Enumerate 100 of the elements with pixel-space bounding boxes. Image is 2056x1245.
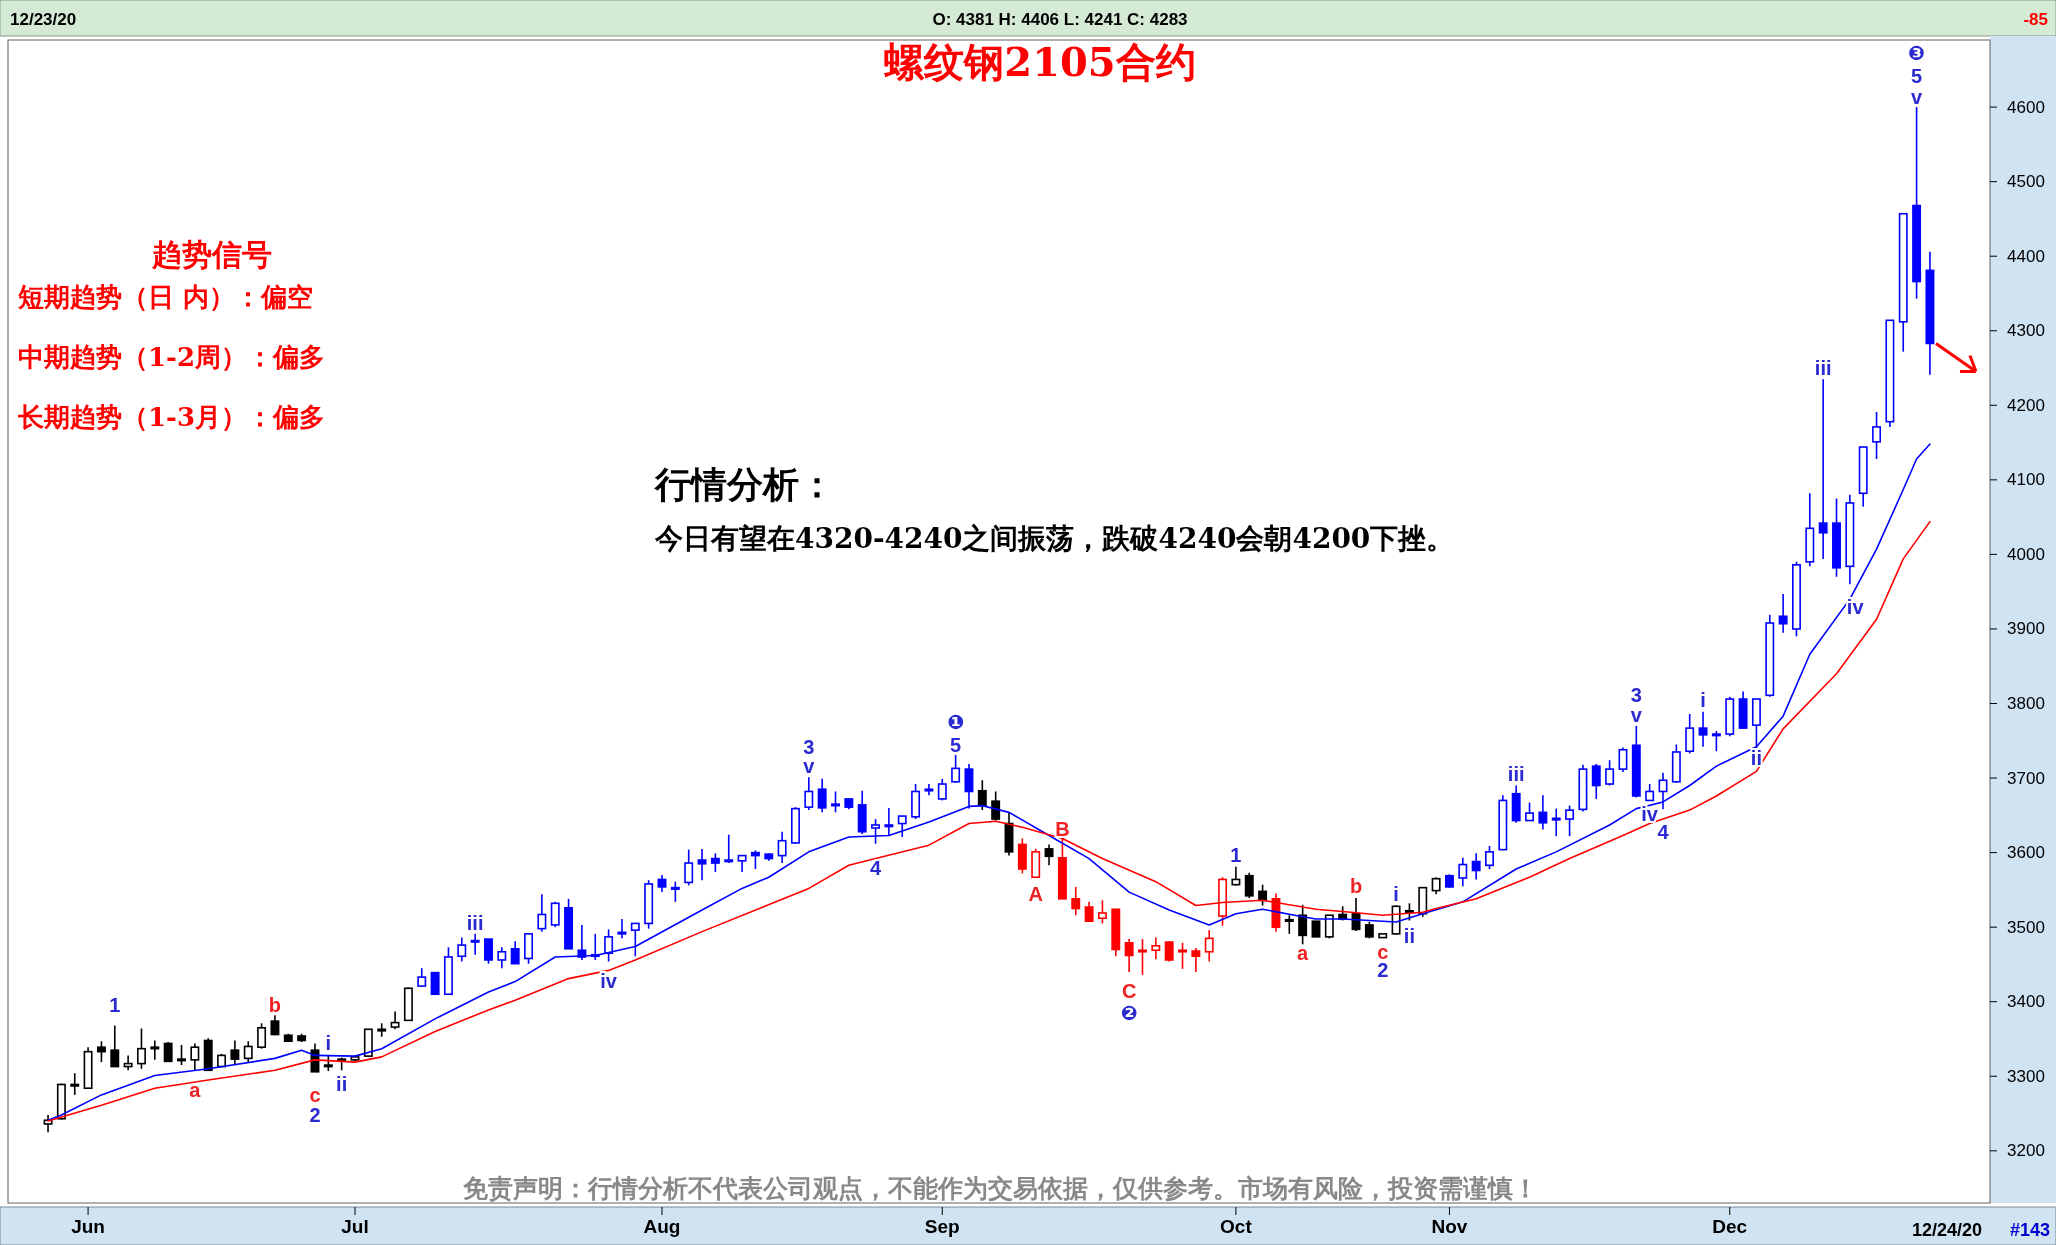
y-tick-label: 4100: [2007, 470, 2045, 490]
x-tick-label: Jun: [71, 1216, 105, 1237]
candlestick: [1204, 929, 1214, 963]
candlestick: [1538, 794, 1548, 831]
candlestick: [1658, 772, 1668, 811]
candlestick: [1151, 936, 1161, 961]
text: 12/23/20: [10, 10, 77, 29]
candlestick: [1071, 886, 1081, 917]
candlestick: [177, 1044, 186, 1066]
y-tick-label: 4400: [2007, 246, 2045, 266]
annotation: 免责声明：行情分析不代表公司观点，不能作为交易依据，仅供参考。市场有风险，投资需谨慎！: [461, 1174, 1538, 1203]
candlestick: [1591, 763, 1601, 800]
candlestick: [884, 807, 894, 837]
candlestick: [617, 918, 627, 940]
candlestick: [377, 1022, 387, 1038]
y-tick-label: 3500: [2007, 917, 2045, 937]
candlestick: [550, 901, 560, 928]
annotation: iii: [1507, 763, 1525, 786]
annotation: ❷: [1120, 1001, 1138, 1024]
candlestick: [110, 1024, 120, 1068]
candlestick: [1711, 730, 1721, 753]
x-tick-label: Aug: [643, 1216, 681, 1237]
y-tick-label: 4200: [2007, 395, 2045, 415]
y-tick-label: 3800: [2007, 694, 2045, 714]
annotation: 趋势信号: [151, 237, 272, 272]
candlestick: [1084, 901, 1094, 923]
candlestick: [1618, 746, 1628, 773]
candlestick: [163, 1041, 173, 1063]
candlestick: [1551, 807, 1561, 838]
candlestick: [871, 818, 881, 845]
candlestick: [457, 936, 467, 963]
candlestick: [977, 779, 987, 811]
candlestick: [123, 1054, 133, 1072]
annotation: a: [1297, 942, 1310, 965]
candlestick: [1605, 759, 1615, 787]
annotation: b: [1349, 875, 1363, 898]
candlestick: [1097, 899, 1107, 925]
annotation: 长期趋势（1-3月）：偏多: [17, 402, 325, 432]
x-tick-label: Jul: [341, 1216, 369, 1237]
candlestick: [1778, 593, 1788, 634]
candlestick: [150, 1039, 160, 1061]
candlestick: [1485, 845, 1494, 870]
annotation: 5: [950, 733, 962, 756]
y-tick-label: 4600: [2007, 97, 2045, 117]
annotation: 4: [869, 856, 882, 879]
candlestick: [831, 790, 840, 814]
candlestick: [1244, 871, 1254, 899]
annotation: i: [325, 1031, 332, 1054]
candlestick: [1471, 852, 1481, 881]
candlestick: [630, 922, 640, 958]
annotation: iv: [600, 969, 618, 992]
candlestick: [1818, 378, 1828, 560]
candlestick: [670, 880, 680, 903]
annotation: 今日有望在4320-4240之间振荡，跌破4240会朝4200下挫。: [654, 522, 1455, 555]
x-tick-label: Sep: [924, 1216, 960, 1237]
annotation: ii: [1750, 746, 1762, 769]
candlestick: [230, 1039, 240, 1066]
annotation: 5: [1911, 64, 1923, 87]
candlestick: [1284, 914, 1294, 935]
candlestick: [96, 1040, 106, 1063]
candlestick: [777, 830, 787, 864]
candlestick: [897, 815, 907, 838]
annotation: 行情分析：: [654, 463, 835, 505]
annotation: 3: [1630, 683, 1642, 706]
y-tick-label: 4500: [2007, 172, 2045, 192]
x-tick-label: Oct: [1220, 1216, 1253, 1237]
candlestick: [1298, 903, 1308, 946]
annotation: a: [189, 1078, 202, 1101]
candlestick: [697, 848, 707, 881]
annotation: c: [309, 1083, 321, 1106]
candlestick: [70, 1072, 80, 1096]
text: O: 4381 H: 4406 L: 4241 C: 4283: [932, 10, 1188, 29]
y-tick-label: 3400: [2007, 992, 2045, 1012]
candlestick: [470, 933, 480, 956]
annotation: iii: [466, 912, 484, 935]
annotation: v: [1630, 703, 1643, 726]
annotation: ii: [1403, 925, 1415, 948]
candlestick: [1698, 710, 1708, 748]
candlestick: [257, 1022, 267, 1050]
annotation: 短期趋势（日 内）：偏空: [17, 282, 314, 312]
candlestick: [817, 778, 827, 814]
annotation: 1: [1230, 843, 1242, 866]
y-tick-label: 3700: [2007, 768, 2045, 788]
candlestick: [1044, 843, 1054, 867]
candlestick: [724, 833, 734, 864]
y-tick-label: 3600: [2007, 843, 2045, 863]
annotation: 1: [109, 994, 121, 1017]
annotation: v: [1911, 85, 1924, 108]
candlestick: [1178, 942, 1187, 970]
annotation: v: [803, 755, 816, 778]
candlestick: [537, 893, 547, 933]
candlestick: [484, 938, 493, 965]
y-tick-label: 3900: [2007, 619, 2045, 639]
candlestick: [804, 776, 814, 811]
candlestick: [1138, 938, 1147, 976]
candlestick: [417, 967, 427, 988]
y-tick-label: 4000: [2007, 544, 2045, 564]
candlestick: [750, 849, 760, 870]
y-tick-label: 3200: [2007, 1141, 2045, 1161]
candlestick: [951, 754, 961, 784]
